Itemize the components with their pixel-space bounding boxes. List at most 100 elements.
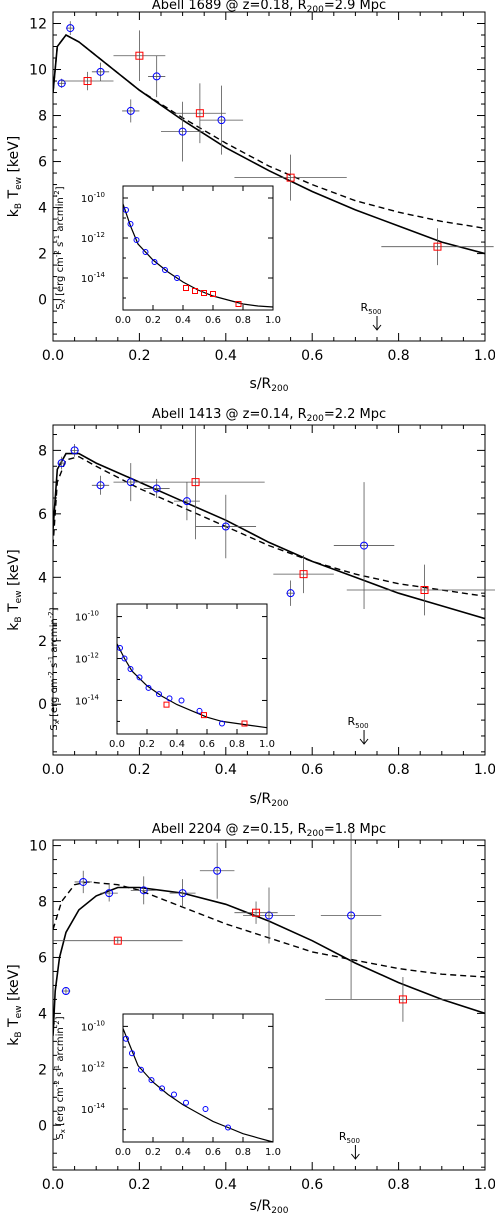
inset-ylabel-s-unit: s xyxy=(55,1072,66,1080)
blue-circle-point xyxy=(152,72,161,81)
blue-circle-point xyxy=(182,497,191,506)
inset-y-tick-label: 10-10 xyxy=(81,191,105,205)
y-axis-label-sub-ew: ew xyxy=(14,1005,24,1018)
inset-blue-point xyxy=(183,1099,189,1106)
inset-x-tick-label: 0.2 xyxy=(145,1147,161,1158)
chart-title: Abell 1689 @ z=0.18, R200=2.9 Mpc xyxy=(152,0,386,15)
inset-red-point xyxy=(201,712,207,719)
y-axis-label-t: T xyxy=(6,189,22,202)
y-axis-label-k: k xyxy=(6,1037,22,1046)
x-axis-label-subscript: 200 xyxy=(271,799,288,809)
inset-y-tick-label: 10-12 xyxy=(75,652,99,666)
inset-ylabel-exp3: -2 xyxy=(53,190,61,197)
inset-blue-point xyxy=(202,1105,209,1112)
y-axis-label: kB Tew [keV] xyxy=(6,136,24,217)
r500-label-text: R xyxy=(360,301,368,314)
x-tick-label: 0.2 xyxy=(128,348,150,364)
inset-ylabel-exp2: -1 xyxy=(47,656,55,663)
blue-circle-point xyxy=(347,911,356,920)
title-subscript: 200 xyxy=(307,829,324,839)
inset-blue-point xyxy=(123,1035,129,1042)
y-axis-label-t: T xyxy=(6,1018,22,1031)
x-tick-label: 0.0 xyxy=(42,1177,64,1193)
r500-label: R500 xyxy=(339,1130,360,1145)
inset-blue-point xyxy=(129,1050,135,1057)
y-tick-label: 2 xyxy=(38,1062,47,1078)
model-curve-dashed xyxy=(53,34,485,229)
inset-x-tick-label: 0.4 xyxy=(175,1147,191,1158)
inset-ylabel-exp1: -2 xyxy=(53,250,61,257)
inset-x-tick-label: 1.0 xyxy=(265,315,281,326)
inset-y-tick-label: 10-10 xyxy=(81,1019,105,1033)
x-tick-label: 0.0 xyxy=(42,762,64,778)
inset-ylabel-exp1: -2 xyxy=(47,671,55,678)
title-text: Abell 1413 @ z=0.14, R xyxy=(152,407,307,422)
inset-red-point xyxy=(241,720,248,727)
x-tick-label: 0.0 xyxy=(42,348,64,364)
y-tick-label: 6 xyxy=(38,507,47,523)
x-tick-label: 1.0 xyxy=(474,348,495,364)
inset-x-tick-label: 0.4 xyxy=(175,315,191,326)
inset-y-tick-base: 10 xyxy=(81,194,94,205)
blue-circle-point xyxy=(360,541,369,550)
x-axis-label-text: s/R xyxy=(250,791,272,807)
inset-blue-point xyxy=(123,207,129,213)
title-tail: =1.8 Mpc xyxy=(324,822,386,837)
inset-x-tick-label: 0.0 xyxy=(115,1147,131,1158)
inset-ylabel-erg: [erg cm xyxy=(49,678,60,720)
red-square-point xyxy=(135,51,144,60)
inset-blue-point xyxy=(127,666,134,672)
inset-blue-point xyxy=(127,221,134,227)
inset-x-tick-label: 0.6 xyxy=(205,315,221,326)
inset-y-tick-exponent: -12 xyxy=(88,652,99,660)
blue-circle-point xyxy=(126,106,135,115)
inset-ylabel-end: ] xyxy=(55,186,66,190)
r500-label-subscript: 500 xyxy=(355,722,368,730)
inset-blue-point xyxy=(174,275,180,281)
y-tick-label: 2 xyxy=(38,634,47,650)
inset-ylabel-end: ] xyxy=(49,607,60,611)
y-axis-label-unit: [keV] xyxy=(6,964,22,1005)
x-axis-label: s/R200 xyxy=(250,376,289,394)
model-curve-solid xyxy=(53,886,485,1036)
y-axis-label-k: k xyxy=(6,208,22,217)
inset-blue-point xyxy=(196,707,203,714)
inset-x-tick-label: 0.8 xyxy=(235,1147,251,1158)
blue-circle-point xyxy=(286,589,295,598)
inset-y-tick-base: 10 xyxy=(75,613,88,624)
inset-ylabel-exp2: -1 xyxy=(53,1065,61,1072)
inset-y-tick-base: 10 xyxy=(81,1064,94,1075)
x-tick-label: 0.2 xyxy=(128,762,150,778)
blue-circle-point xyxy=(61,987,70,996)
red-square-point xyxy=(433,242,442,251)
y-axis-label-unit: [keV] xyxy=(6,549,22,590)
inset-y-tick-label: 10-12 xyxy=(81,231,105,245)
inset-blue-point xyxy=(148,1077,155,1084)
inset-blue-point xyxy=(142,249,149,255)
y-axis-label-t: T xyxy=(6,603,22,616)
inset-red-point xyxy=(201,290,207,296)
inset-blue-point xyxy=(171,1091,177,1098)
inset-blue-point xyxy=(151,259,158,265)
inset-blue-point xyxy=(225,1124,231,1131)
y-axis-label-sub-b: B xyxy=(14,616,24,622)
blue-circle-point xyxy=(221,522,230,531)
inset-ylabel-erg: [erg cm xyxy=(55,1087,66,1129)
inset-ylabel-exp3: -2 xyxy=(47,611,55,618)
x-axis-label-subscript: 200 xyxy=(271,384,288,394)
inset-x-tick-label: 1.0 xyxy=(259,739,275,750)
x-tick-label: 1.0 xyxy=(474,1177,495,1193)
model-curve-dashed xyxy=(53,455,485,597)
inset-y-tick-exponent: -14 xyxy=(94,1102,106,1110)
panel-1: Abell 1689 @ z=0.18, R200=2.9 Mpc 0.0 0.2 0… xyxy=(6,0,495,394)
x-axis-label: s/R200 xyxy=(250,791,289,809)
x-axis-label-text: s/R xyxy=(250,1198,272,1214)
inset-ylabel-s: S xyxy=(55,303,66,309)
blue-circle-point xyxy=(105,889,114,898)
y-axis-label-sub-b: B xyxy=(14,203,24,209)
inset-y-tick-exponent: -10 xyxy=(94,191,105,199)
inset-ylabel-s: S xyxy=(49,724,60,730)
inset-y-tick-base: 10 xyxy=(81,234,94,245)
y-tick-label: 0 xyxy=(38,697,47,713)
